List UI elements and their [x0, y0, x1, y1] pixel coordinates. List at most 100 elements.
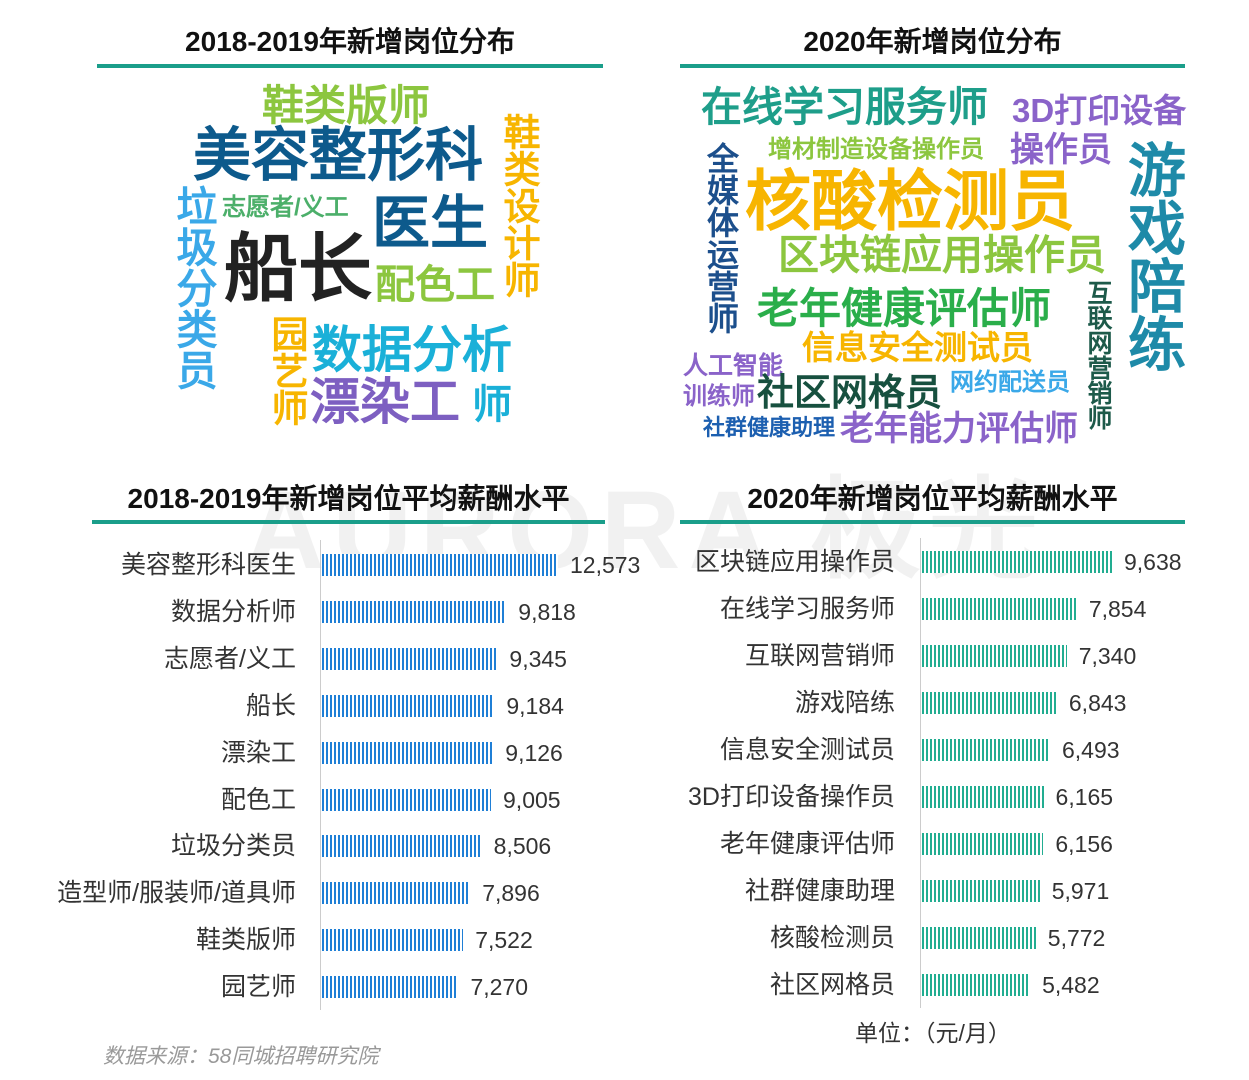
category-label: 配色工 — [220, 785, 296, 814]
bar — [322, 554, 558, 576]
value-label: 5,772 — [1047, 925, 1106, 951]
unit-note: 单位：（元/月） — [855, 1020, 1011, 1046]
category-label: 造型师/服装师/道具师 — [57, 879, 296, 908]
bar — [322, 741, 494, 764]
cloud-word: 志愿者/义工 — [222, 194, 349, 221]
cloud-word: 社群健康助理 — [703, 415, 836, 440]
bar — [922, 786, 1044, 808]
cloud-word: 鞋类设计师 — [498, 113, 539, 298]
bar — [322, 647, 498, 670]
cloud-right-underline — [680, 64, 1185, 68]
bar — [922, 880, 1040, 902]
bar — [922, 598, 1077, 620]
cloud-word: 美容整形科 — [193, 123, 484, 188]
source-note: 数据来源：58同城招聘研究院 — [103, 1045, 379, 1068]
value-label: 6,165 — [1055, 784, 1114, 810]
value-label: 6,843 — [1068, 690, 1127, 716]
category-label: 船长 — [245, 691, 296, 720]
value-label: 6,156 — [1055, 831, 1113, 857]
cloud-word: 社区网格员 — [757, 372, 942, 413]
value-label: 7,522 — [475, 927, 533, 954]
value-label: 9,638 — [1124, 549, 1182, 575]
cloud-left-underline — [97, 64, 603, 68]
value-label: 7,854 — [1088, 596, 1147, 622]
bars-left-title: 2018-2019年新增岗位平均薪酬水平 — [127, 483, 570, 514]
cloud-word: 医生 — [372, 191, 489, 256]
value-label: 9,126 — [505, 739, 563, 766]
category-label: 核酸检测员 — [769, 924, 895, 952]
category-label: 信息安全测试员 — [719, 736, 895, 764]
bar — [322, 976, 459, 999]
y-axis-line — [320, 540, 321, 1010]
value-label: 8,506 — [493, 833, 552, 860]
category-label: 数据分析师 — [170, 597, 296, 626]
cloud-word: 垃圾分类员 — [170, 185, 216, 390]
bar — [922, 927, 1036, 949]
cloud-word: 人工智能 — [683, 352, 784, 380]
category-label: 互联网营销师 — [744, 642, 895, 670]
value-label: 9,184 — [506, 692, 564, 719]
bar — [922, 692, 1057, 714]
bars-right-underline — [680, 520, 1185, 524]
cloud-word: 园艺师 — [266, 315, 307, 426]
category-label: 漂染工 — [220, 738, 296, 767]
cloud-word: 操作员 — [1010, 131, 1112, 169]
value-label: 9,005 — [503, 786, 561, 813]
value-label: 7,896 — [482, 880, 540, 907]
category-label: 3D打印设备操作员 — [688, 783, 895, 811]
bar — [922, 645, 1067, 667]
cloud-word: 游戏陪练 — [1119, 140, 1184, 372]
bar — [322, 694, 495, 717]
value-label: 6,493 — [1062, 737, 1120, 763]
category-label: 在线学习服务师 — [719, 595, 895, 623]
cloud-word: 漂染工 — [310, 374, 460, 430]
bars-left-underline — [92, 520, 605, 524]
cloud-word: 网约配送员 — [950, 369, 1070, 396]
value-label: 9,818 — [518, 598, 576, 625]
value-label: 9,345 — [509, 645, 567, 672]
cloud-word: 训练师 — [683, 383, 755, 410]
category-label: 社群健康助理 — [744, 877, 895, 905]
cloud-word: 区块链应用操作员 — [778, 232, 1106, 278]
value-label: 5,971 — [1051, 878, 1110, 904]
bar — [922, 974, 1031, 996]
cloud-word: 增材制造设备操作员 — [768, 136, 984, 163]
bar — [922, 739, 1050, 761]
category-label: 园艺师 — [220, 973, 296, 1002]
bar — [322, 835, 482, 858]
category-label: 鞋类版师 — [195, 926, 296, 955]
category-label: 志愿者/义工 — [164, 644, 296, 673]
cloud-word: 3D打印设备 — [1012, 92, 1187, 129]
bar — [322, 600, 507, 623]
bar — [922, 551, 1112, 573]
category-label: 游戏陪练 — [794, 689, 895, 717]
value-label: 7,340 — [1078, 643, 1137, 669]
cloud-word: 在线学习服务师 — [701, 84, 988, 130]
cloud-word: 鞋类版师 — [262, 82, 431, 129]
bar — [922, 833, 1044, 855]
cloud-word: 船长 — [224, 227, 372, 310]
category-label: 垃圾分类员 — [170, 832, 296, 861]
category-label: 美容整形科医生 — [120, 551, 296, 579]
cloud-right-title: 2020年新增岗位分布 — [803, 26, 1062, 57]
bar — [322, 788, 492, 811]
cloud-word: 老年能力评估师 — [840, 410, 1078, 448]
value-label: 5,482 — [1042, 972, 1100, 998]
category-label: 老年健康评估师 — [719, 830, 895, 858]
category-label: 区块链应用操作员 — [694, 548, 895, 576]
cloud-word: 全媒体运营师 — [703, 142, 739, 334]
cloud-word: 配色工 — [375, 263, 495, 307]
bar — [322, 929, 464, 952]
cloud-word: 核酸检测员 — [745, 164, 1075, 238]
bars-right-title: 2020年新增岗位平均薪酬水平 — [747, 483, 1118, 514]
value-label: 7,270 — [470, 974, 529, 1001]
cloud-word: 互联网营销师 — [1084, 280, 1112, 430]
cloud-word: 数据分析 — [312, 322, 512, 378]
category-label: 社区网格员 — [769, 971, 895, 999]
cloud-word: 师 — [472, 383, 512, 427]
bar — [322, 882, 471, 905]
y-axis-line — [920, 538, 921, 1008]
cloud-word: 信息安全测试员 — [802, 329, 1033, 366]
value-label: 12,573 — [570, 552, 641, 578]
cloud-left-title: 2018-2019年新增岗位分布 — [185, 26, 515, 57]
